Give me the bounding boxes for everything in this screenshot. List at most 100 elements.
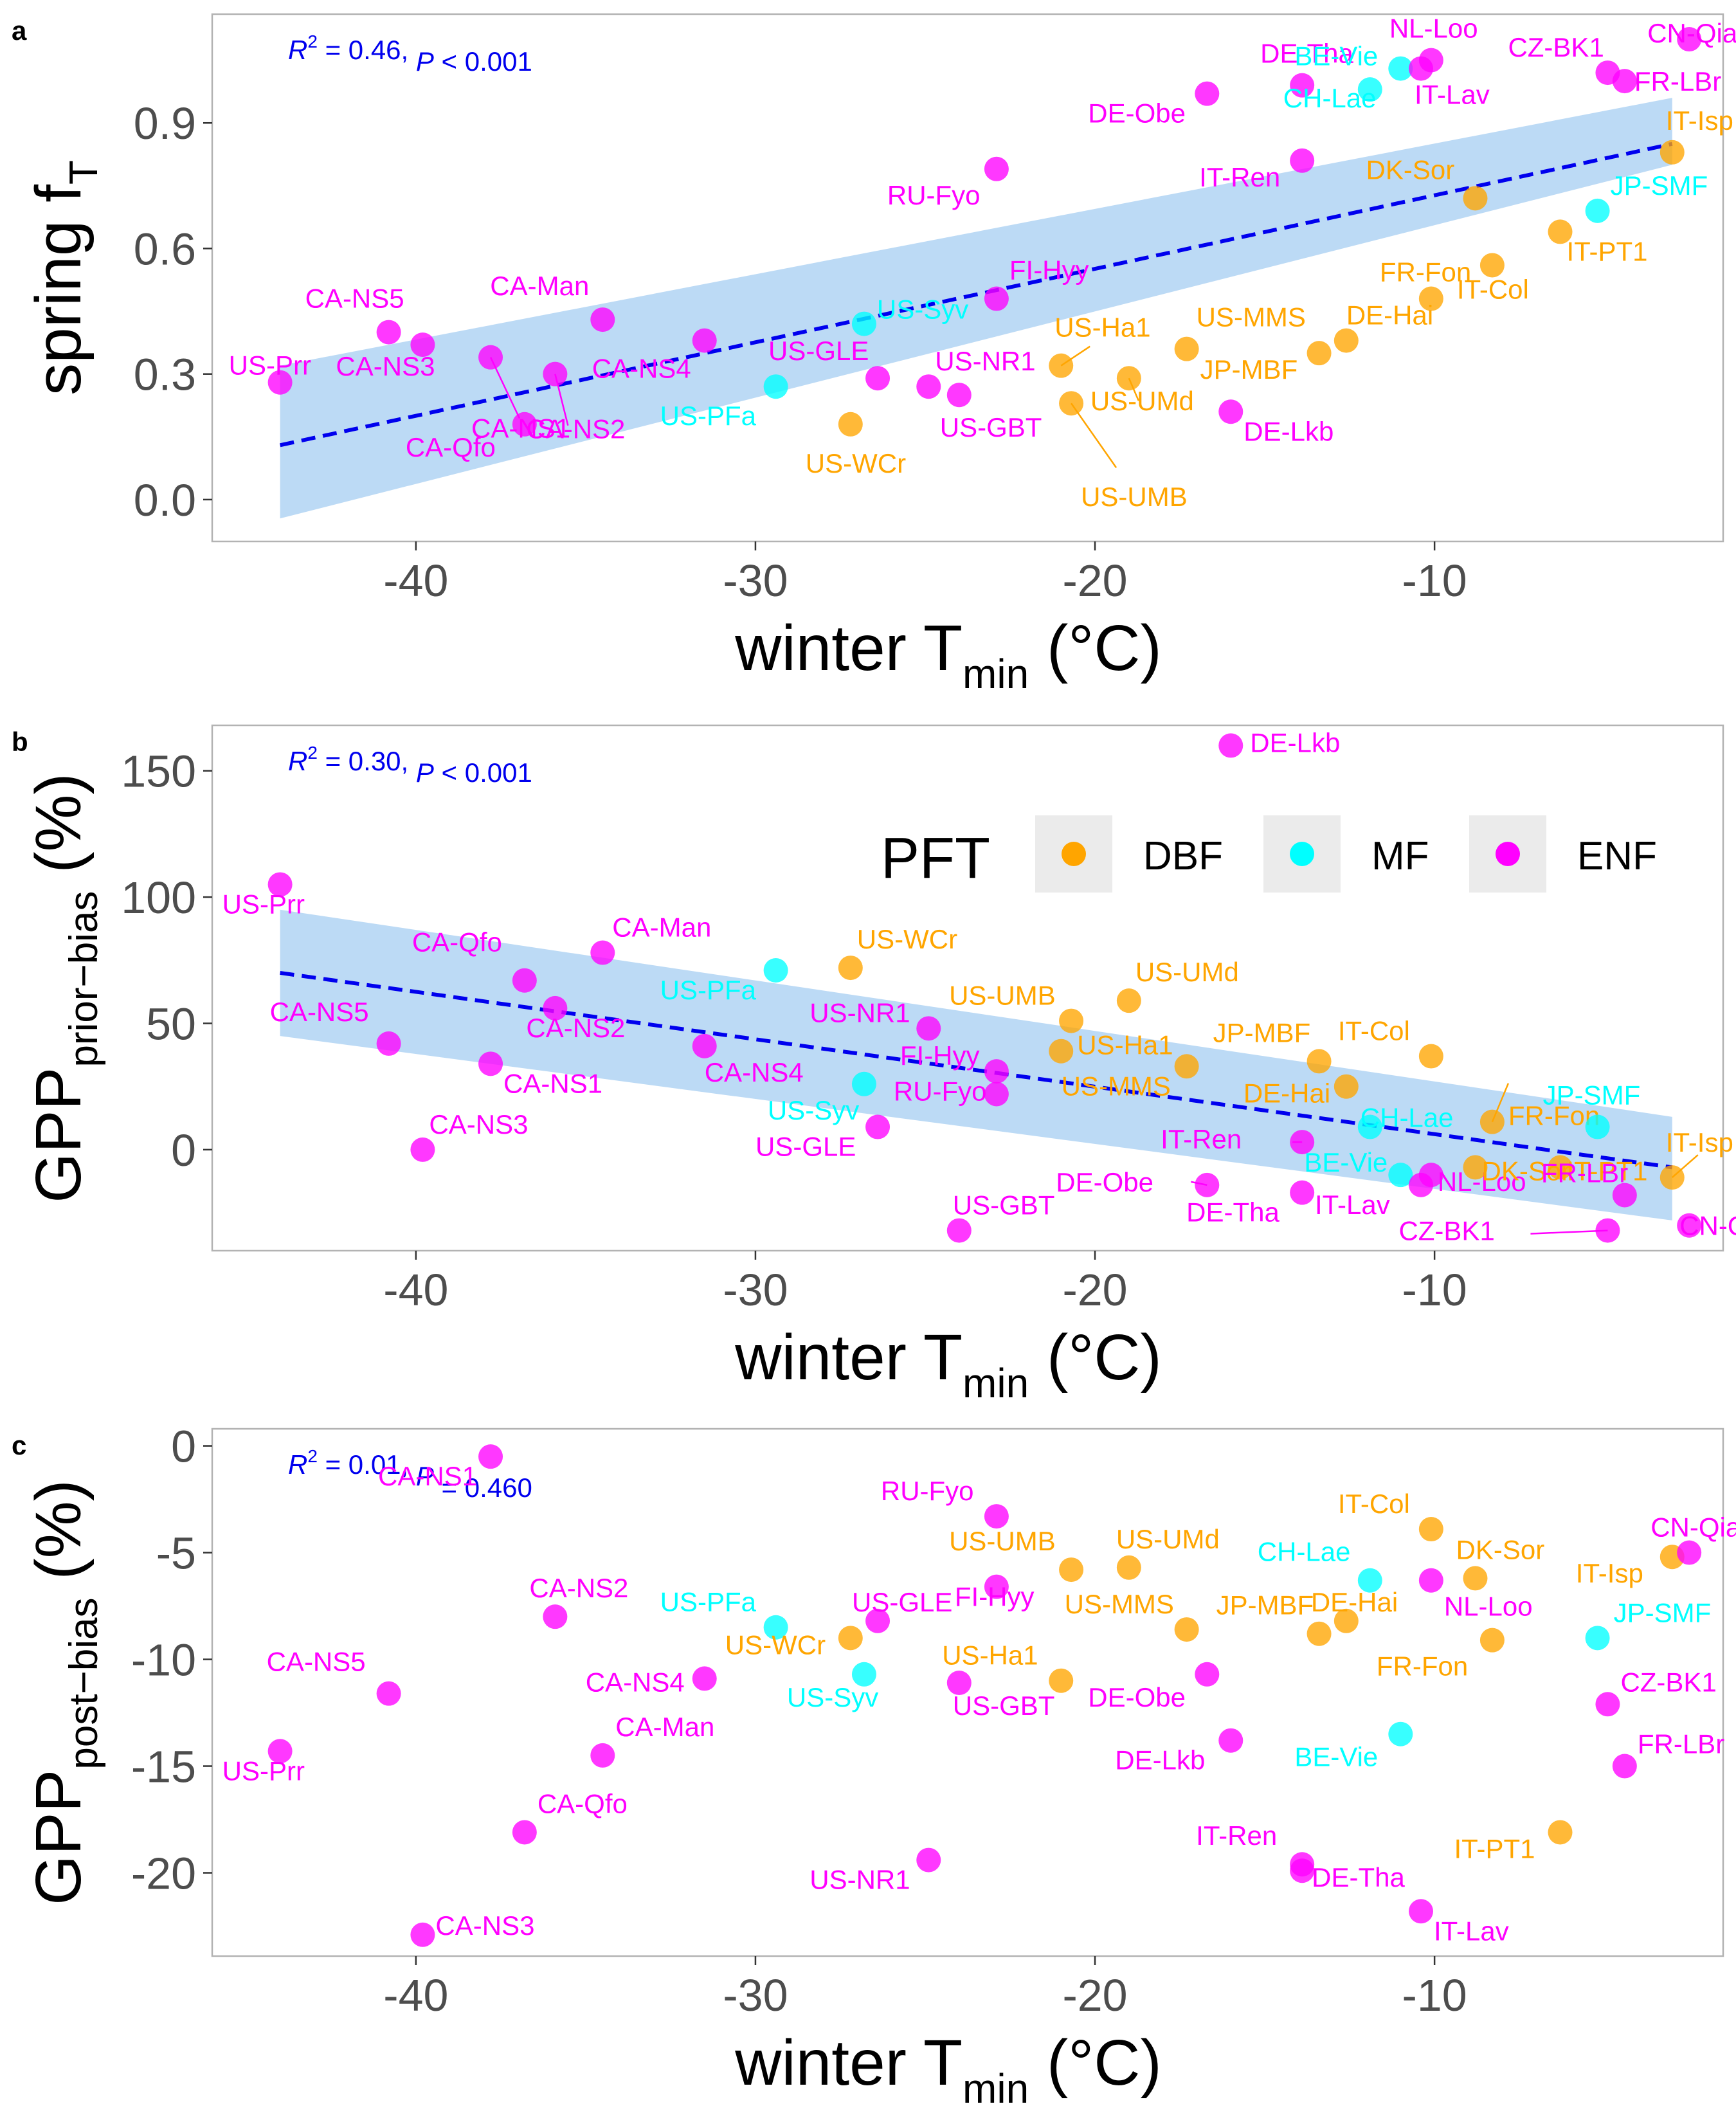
- point-label: US-UMd: [1090, 386, 1194, 416]
- data-point-ca-ns4: [692, 1666, 717, 1691]
- point-label: CA-Man: [490, 271, 589, 301]
- point-label: US-Syv: [768, 1095, 859, 1125]
- legend-label-dbf: DBF: [1143, 834, 1223, 878]
- data-point-us-gle: [865, 366, 891, 391]
- data-point-ca-ns1: [478, 1444, 503, 1469]
- point-label: CA-Qfo: [412, 927, 502, 957]
- data-point-nl-loo: [1418, 1568, 1443, 1593]
- x-tick-label: -10: [1402, 556, 1467, 606]
- data-point-ca-ns4: [692, 1033, 717, 1058]
- data-point-ch-lae: [1357, 77, 1382, 102]
- point-label: US-PFa: [660, 401, 757, 431]
- data-point-us-umd: [1116, 1555, 1141, 1580]
- y-tick-label: 0.3: [134, 350, 196, 400]
- point-label: IT-Isp: [1576, 1558, 1643, 1588]
- data-point-ru-fyo: [984, 1504, 1009, 1529]
- point-label: US-Prr: [222, 1755, 305, 1786]
- y-tick-label: -10: [131, 1635, 196, 1685]
- x-tick-label: -10: [1402, 1265, 1467, 1315]
- x-tick-label: -40: [383, 1970, 448, 2020]
- x-axis-title: winter Tmin (°C): [734, 2027, 1162, 2112]
- data-point-cz-bk1: [1595, 1218, 1620, 1243]
- point-label: CH-Lae: [1283, 83, 1377, 113]
- point-label: DE-Hai: [1311, 1587, 1398, 1617]
- point-label: FI-Hyy: [1009, 255, 1089, 286]
- panel-letter: b: [12, 727, 28, 757]
- data-point-cz-bk1: [1595, 1692, 1620, 1717]
- data-point-us-pfa: [763, 958, 788, 983]
- point-label: US-GBT: [940, 412, 1042, 442]
- point-label: US-Prr: [222, 889, 305, 919]
- legend-label-enf: ENF: [1577, 834, 1657, 878]
- regression-line: [279, 141, 1673, 448]
- stat-annotation: R2 = 0.30, P < 0.001: [288, 743, 532, 788]
- data-point-ca-ns1: [478, 345, 503, 370]
- point-label: US-GBT: [953, 1190, 1055, 1220]
- point-label: CA-NS3: [435, 1910, 534, 1941]
- data-point-us-pfa: [763, 374, 788, 399]
- point-label: FR-LBr: [1541, 1158, 1628, 1188]
- point-label: US-NR1: [935, 346, 1035, 376]
- point-label: IT-PT1: [1454, 1833, 1535, 1864]
- panel-a: a -40 -30 -20 -10 0.0 0.3 0.6 0.9 winter Tmin (°C…: [12, 14, 1736, 697]
- data-point-ca-man: [590, 307, 615, 332]
- point-label: IT-Ren: [1161, 1124, 1242, 1154]
- data-point-ca-ns3: [410, 1137, 435, 1162]
- x-tick-label: -30: [723, 1970, 788, 2020]
- point-label: DK-Sor: [1366, 154, 1454, 185]
- data-point-fr-lbr: [1612, 1754, 1637, 1779]
- point-label: RU-Fyo: [894, 1076, 987, 1106]
- point-label: IT-Isp: [1666, 1127, 1733, 1157]
- y-tick-label: 0.9: [134, 98, 196, 149]
- point-label: CN-Qia: [1647, 18, 1736, 48]
- y-tick-label: 0.0: [134, 475, 196, 525]
- panel-letter: c: [12, 1430, 26, 1460]
- x-axis-title: winter Tmin (°C): [734, 612, 1162, 697]
- label-leader: [1071, 403, 1117, 468]
- data-point-jp-smf: [1585, 198, 1610, 223]
- data-point-us-syv: [851, 1662, 876, 1687]
- x-tick-label: -40: [383, 1265, 448, 1315]
- y-axis-title: GPPpost−bias (%): [23, 1480, 106, 1905]
- point-label: US-WCr: [806, 448, 906, 478]
- data-point-de-lkb: [1218, 399, 1243, 424]
- data-point-us-umd: [1116, 988, 1141, 1013]
- legend-key-dbf: [1062, 842, 1086, 866]
- data-point-de-lkb: [1218, 733, 1243, 758]
- confidence-band: [280, 98, 1672, 519]
- point-label: US-UMd: [1135, 957, 1239, 987]
- point-label: US-UMB: [949, 981, 1056, 1011]
- y-axis-title: spring fT: [23, 160, 106, 395]
- point-label: DE-Tha: [1312, 1862, 1405, 1892]
- point-label: US-NR1: [809, 1865, 910, 1895]
- point-label: FR-Fon: [1380, 257, 1471, 287]
- x-tick-label: -30: [723, 556, 788, 606]
- data-point-be-vie: [1388, 1163, 1413, 1188]
- data-point-us-prr: [267, 1739, 293, 1764]
- data-point-us-syv: [851, 311, 876, 336]
- data-point-us-mms: [1174, 1617, 1199, 1642]
- point-label: IT-Ren: [1196, 1820, 1277, 1851]
- point-label: US-GLE: [768, 336, 869, 366]
- point-label: NL-Loo: [1444, 1592, 1533, 1622]
- point-label: US-WCr: [725, 1629, 826, 1660]
- x-tick-label: -20: [1062, 1265, 1127, 1315]
- data-point-it-ren: [1290, 148, 1315, 173]
- point-label: CA-NS4: [586, 1667, 685, 1697]
- point-label: DK-Sor: [1456, 1534, 1544, 1564]
- data-point-ca-ns5: [376, 320, 401, 345]
- x-tick-label: -20: [1062, 556, 1127, 606]
- stat-annotation: R2 = 0.01, P = 0.460: [288, 1446, 532, 1503]
- y-tick-label: 150: [121, 747, 196, 797]
- data-point-fi-hyy: [984, 286, 1009, 311]
- data-point-us-gle: [865, 1114, 891, 1139]
- point-label: CA-NS3: [336, 351, 435, 381]
- data-point-ca-ns3: [410, 1922, 435, 1947]
- y-tick-label: -20: [131, 1849, 196, 1899]
- point-label: IT-Lav: [1434, 1916, 1509, 1946]
- point-label: CA-NS5: [267, 1647, 366, 1677]
- data-point-us-gbt: [946, 383, 972, 408]
- point-label: FI-Hyy: [900, 1040, 980, 1071]
- point-label: CH-Lae: [1361, 1103, 1454, 1133]
- data-point-us-pfa: [763, 1615, 788, 1640]
